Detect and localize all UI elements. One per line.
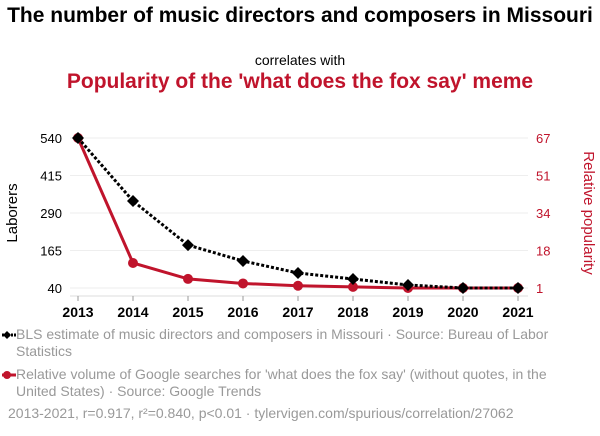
y-tick-label: 290 <box>40 206 62 221</box>
chart-title: The number of music directors and compos… <box>7 4 593 27</box>
x-tick-label: 2018 <box>337 304 368 320</box>
y2-tick-label: 18 <box>536 244 550 259</box>
series1-point <box>402 279 414 291</box>
series2-point <box>238 278 248 289</box>
series2-point <box>183 273 193 284</box>
y-tick-label: 165 <box>40 244 62 259</box>
y2-tick-label: 67 <box>536 131 550 146</box>
diamond-marker-icon <box>2 331 16 339</box>
series2-point <box>348 281 358 292</box>
series1-point <box>292 267 304 279</box>
series1-point <box>457 282 469 294</box>
series1-point <box>347 273 359 285</box>
chart-area: 540 67 415 51 290 34 165 18 40 1 2013 2014 2015 2016 2… <box>4 131 597 320</box>
series1-point <box>512 282 524 294</box>
correlates-label: correlates with <box>254 52 346 68</box>
legend-label-series2: Relative volume of Google searches for '… <box>16 366 547 399</box>
series1-point <box>182 239 194 252</box>
x-tick-label: 2017 <box>282 304 313 320</box>
footer-stats: 2013-2021, r=0.917, r²=0.840, p<0.01 · t… <box>8 405 514 421</box>
x-tick-label: 2015 <box>172 304 203 320</box>
series2-point <box>293 280 303 291</box>
legend-item-series1: BLS estimate of music directors and comp… <box>2 326 586 360</box>
y2-axis-label: Relative popularity <box>580 151 597 275</box>
x-tick-label: 2013 <box>62 304 93 320</box>
y-tick-label: 40 <box>48 281 62 296</box>
x-tick-label: 2021 <box>502 304 533 320</box>
x-tick-label: 2016 <box>227 304 258 320</box>
y2-tick-label: 51 <box>536 169 550 184</box>
y2-tick-label: 1 <box>536 281 543 296</box>
y-tick-label: 540 <box>40 131 62 146</box>
y2-tick-label: 34 <box>536 206 550 221</box>
y-tick-label: 415 <box>40 169 62 184</box>
legend-label-series1: BLS estimate of music directors and comp… <box>16 326 549 359</box>
x-tick-label: 2019 <box>392 304 423 320</box>
x-tick-label: 2020 <box>447 304 478 320</box>
chart-subtitle: Popularity of the 'what does the fox say… <box>66 70 534 93</box>
series1-point <box>127 195 139 207</box>
series2-point <box>128 258 138 268</box>
circle-marker-icon <box>2 371 16 379</box>
series1-point <box>72 132 84 144</box>
legend-item-series2: Relative volume of Google searches for '… <box>2 366 586 400</box>
y-axis-label: Laborers <box>4 183 21 242</box>
x-tick-label: 2014 <box>117 304 148 320</box>
series1-point <box>237 255 249 267</box>
